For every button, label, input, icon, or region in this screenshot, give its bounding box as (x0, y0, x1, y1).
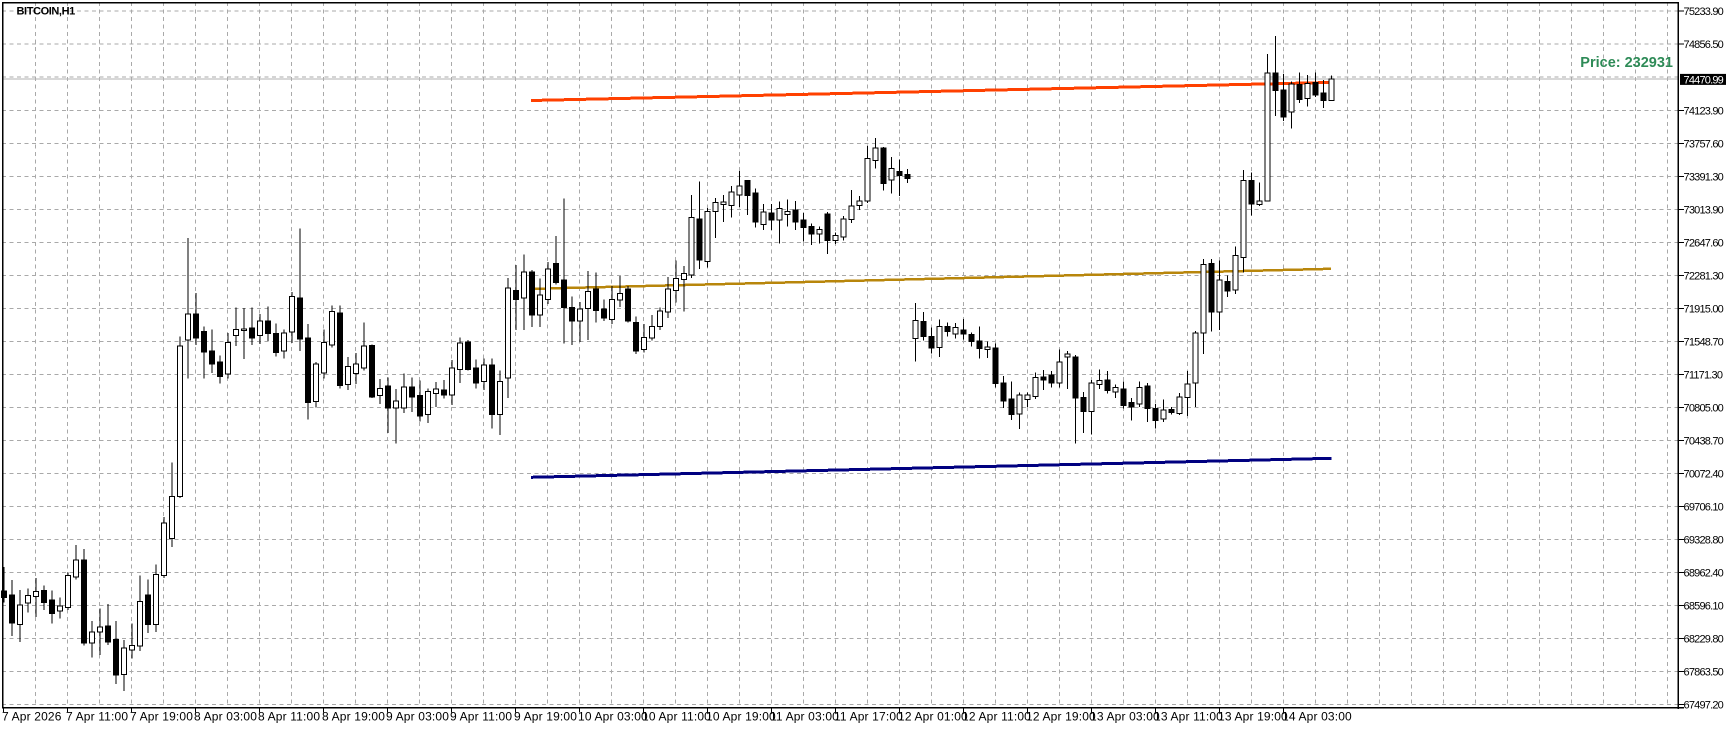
svg-text:72281.30: 72281.30 (1684, 270, 1724, 282)
svg-text:7 Apr 11:00: 7 Apr 11:00 (66, 710, 128, 724)
svg-text:74470.99: 74470.99 (1684, 74, 1724, 86)
svg-text:71915.00: 71915.00 (1684, 303, 1724, 315)
svg-text:8 Apr 19:00: 8 Apr 19:00 (322, 710, 385, 724)
svg-text:13 Apr 19:00: 13 Apr 19:00 (1218, 710, 1288, 724)
svg-text:BITCOIN,H1: BITCOIN,H1 (17, 6, 76, 18)
svg-text:69706.10: 69706.10 (1684, 502, 1724, 514)
svg-text:12 Apr 19:00: 12 Apr 19:00 (1026, 710, 1096, 724)
svg-text:70072.40: 70072.40 (1684, 469, 1724, 481)
svg-text:73391.30: 73391.30 (1684, 171, 1724, 183)
svg-text:68229.80: 68229.80 (1684, 634, 1724, 646)
svg-text:10 Apr 03:00: 10 Apr 03:00 (578, 710, 648, 724)
svg-text:72647.60: 72647.60 (1684, 237, 1724, 249)
svg-text:7 Apr 19:00: 7 Apr 19:00 (130, 710, 193, 724)
svg-text:10 Apr 11:00: 10 Apr 11:00 (642, 710, 711, 724)
svg-text:68596.10: 68596.10 (1684, 601, 1724, 613)
svg-text:Price: 232931: Price: 232931 (1580, 55, 1673, 71)
svg-text:71171.30: 71171.30 (1684, 369, 1723, 381)
svg-text:7 Apr 2026: 7 Apr 2026 (2, 710, 62, 724)
svg-text:14 Apr 03:00: 14 Apr 03:00 (1282, 710, 1352, 724)
svg-text:71548.70: 71548.70 (1684, 336, 1724, 348)
svg-text:74123.90: 74123.90 (1684, 105, 1724, 117)
svg-text:11 Apr 03:00: 11 Apr 03:00 (770, 710, 839, 724)
svg-text:9 Apr 19:00: 9 Apr 19:00 (514, 710, 577, 724)
svg-text:9 Apr 03:00: 9 Apr 03:00 (386, 710, 449, 724)
svg-text:67497.20: 67497.20 (1684, 700, 1724, 712)
svg-text:8 Apr 11:00: 8 Apr 11:00 (258, 710, 320, 724)
svg-text:73757.60: 73757.60 (1684, 138, 1724, 150)
svg-text:10 Apr 19:00: 10 Apr 19:00 (706, 710, 776, 724)
svg-text:8 Apr 03:00: 8 Apr 03:00 (194, 710, 257, 724)
svg-text:70438.70: 70438.70 (1684, 436, 1724, 448)
svg-text:74856.50: 74856.50 (1684, 39, 1724, 51)
svg-text:68962.40: 68962.40 (1684, 568, 1724, 580)
svg-text:13 Apr 11:00: 13 Apr 11:00 (1154, 710, 1223, 724)
svg-text:67863.50: 67863.50 (1684, 667, 1724, 679)
svg-text:9 Apr 11:00: 9 Apr 11:00 (450, 710, 512, 724)
svg-text:12 Apr 01:00: 12 Apr 01:00 (898, 710, 968, 724)
svg-text:12 Apr 11:00: 12 Apr 11:00 (962, 710, 1031, 724)
svg-text:70805.00: 70805.00 (1684, 402, 1724, 414)
svg-text:69328.80: 69328.80 (1684, 535, 1724, 547)
svg-text:73013.90: 73013.90 (1684, 204, 1724, 216)
svg-text:13 Apr 03:00: 13 Apr 03:00 (1090, 710, 1160, 724)
svg-text:11 Apr 17:00: 11 Apr 17:00 (834, 710, 903, 724)
svg-text:75233.90: 75233.90 (1684, 6, 1724, 18)
